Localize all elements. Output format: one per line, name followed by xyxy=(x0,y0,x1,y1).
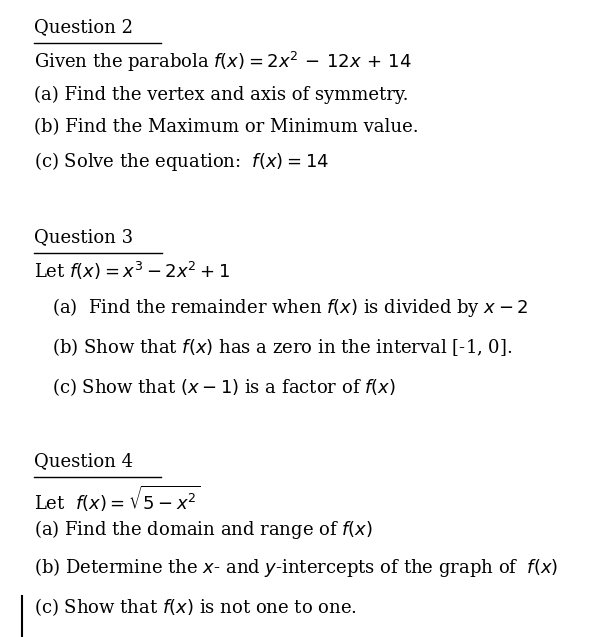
Text: (a) Find the vertex and axis of symmetry.: (a) Find the vertex and axis of symmetry… xyxy=(34,86,408,104)
Text: (b) Find the Maximum or Minimum value.: (b) Find the Maximum or Minimum value. xyxy=(34,118,418,136)
Text: (b) Determine the $x$- and $y$-intercepts of the graph of  $f(x)$: (b) Determine the $x$- and $y$-intercept… xyxy=(34,556,558,579)
Text: Let  $f(x) = \sqrt{5 - x^2}$: Let $f(x) = \sqrt{5 - x^2}$ xyxy=(34,484,200,514)
Text: Question 4: Question 4 xyxy=(34,452,133,470)
Text: (c) Show that $f(x)$ is not one to one.: (c) Show that $f(x)$ is not one to one. xyxy=(34,596,357,618)
Text: (c) Show that $(x - 1)$ is a factor of $f(x)$: (c) Show that $(x - 1)$ is a factor of $… xyxy=(52,376,396,398)
Text: (c) Solve the equation:  $f(x) = 14$: (c) Solve the equation: $f(x) = 14$ xyxy=(34,150,329,173)
Text: Let $f(x) = x^3 - 2x^2 + 1$: Let $f(x) = x^3 - 2x^2 + 1$ xyxy=(34,260,230,282)
Text: (b) Show that $f(x)$ has a zero in the interval [-1, 0].: (b) Show that $f(x)$ has a zero in the i… xyxy=(52,336,513,358)
Text: (a) Find the domain and range of $f(x)$: (a) Find the domain and range of $f(x)$ xyxy=(34,518,373,541)
Text: (a)  Find the remainder when $f(x)$ is divided by $x - 2$: (a) Find the remainder when $f(x)$ is di… xyxy=(52,296,528,319)
Text: Given the parabola $f(x) = 2x^2 \, - \, 12x \, + \, 14$: Given the parabola $f(x) = 2x^2 \, - \, … xyxy=(34,50,411,74)
Text: Question 3: Question 3 xyxy=(34,228,133,246)
Text: Question 2: Question 2 xyxy=(34,18,133,36)
